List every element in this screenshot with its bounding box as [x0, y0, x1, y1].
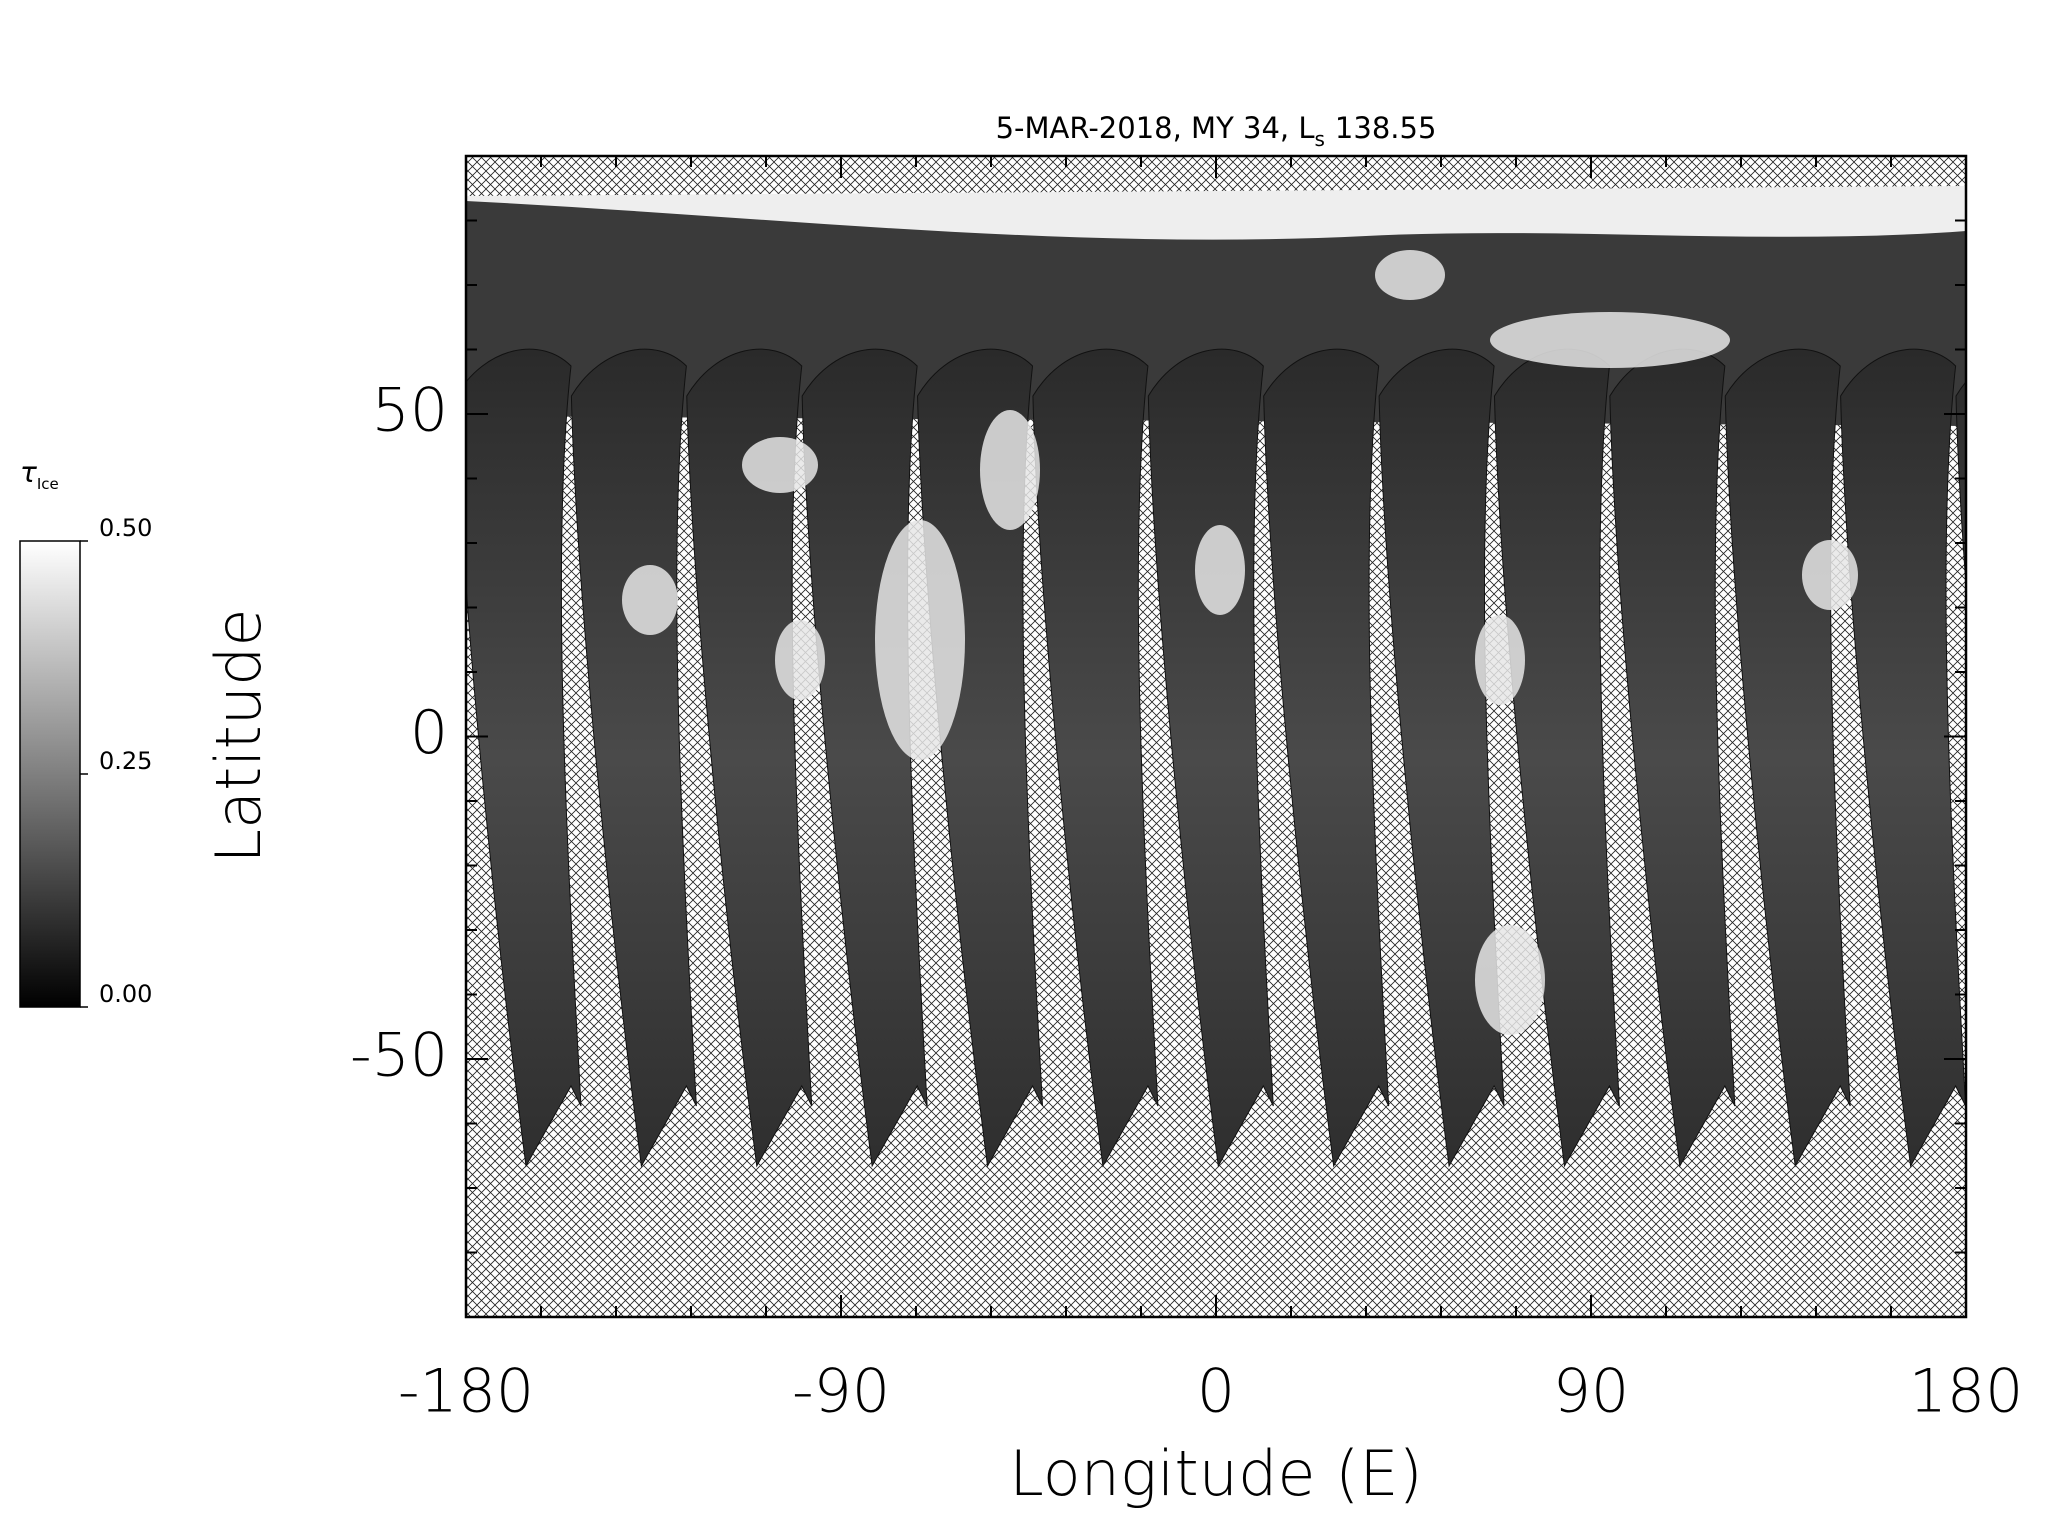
cloud — [775, 620, 825, 700]
title-text: 5-MAR-2018, MY 34, L — [996, 111, 1315, 145]
cloud — [622, 565, 678, 635]
cloud — [1195, 525, 1245, 615]
chart-title: 5-MAR-2018, MY 34, Ls 138.55 — [996, 111, 1437, 151]
swath — [466, 348, 582, 1168]
cloud — [980, 410, 1040, 530]
title-subscript: s — [1315, 127, 1325, 151]
x-axis-title: Longitude (E) — [1009, 1437, 1422, 1510]
y-tick-label: -50 — [350, 1021, 448, 1091]
map-area — [466, 156, 1966, 1317]
cloud — [1802, 540, 1858, 610]
colorbar-label: τIce — [20, 456, 59, 493]
swath — [1955, 381, 1966, 592]
x-tick-label: -180 — [398, 1357, 534, 1427]
cloud — [1475, 925, 1545, 1035]
cloud — [875, 520, 965, 760]
swath — [1032, 348, 1159, 1168]
colorbar-tick-label: 0.00 — [99, 980, 152, 1008]
x-tick-label: -90 — [792, 1357, 890, 1427]
colorbar — [19, 540, 81, 1008]
colorbar-symbol: τ — [20, 456, 37, 489]
swath — [1840, 348, 1966, 1168]
swath — [1609, 348, 1736, 1168]
title-suffix: 138.55 — [1335, 111, 1436, 145]
x-tick-label: 90 — [1553, 1357, 1629, 1427]
colorbar-tick-label: 0.25 — [99, 747, 152, 775]
y-tick-label: 0 — [410, 698, 448, 768]
x-tick-label: 0 — [1197, 1357, 1235, 1427]
swath — [686, 348, 813, 1168]
colorbar-tick-label: 0.50 — [99, 514, 152, 542]
cloud — [742, 437, 818, 493]
swath — [570, 348, 697, 1168]
polar-cap — [466, 186, 1966, 240]
y-tick-label: 50 — [372, 376, 448, 446]
swath — [1263, 348, 1390, 1168]
cloud — [1475, 615, 1525, 705]
x-tick-label: 180 — [1909, 1357, 2024, 1427]
cloud — [1490, 312, 1730, 368]
y-axis-title: Latitude — [202, 608, 275, 863]
colorbar-subscript: Ice — [37, 475, 59, 493]
cloud — [1375, 250, 1445, 300]
